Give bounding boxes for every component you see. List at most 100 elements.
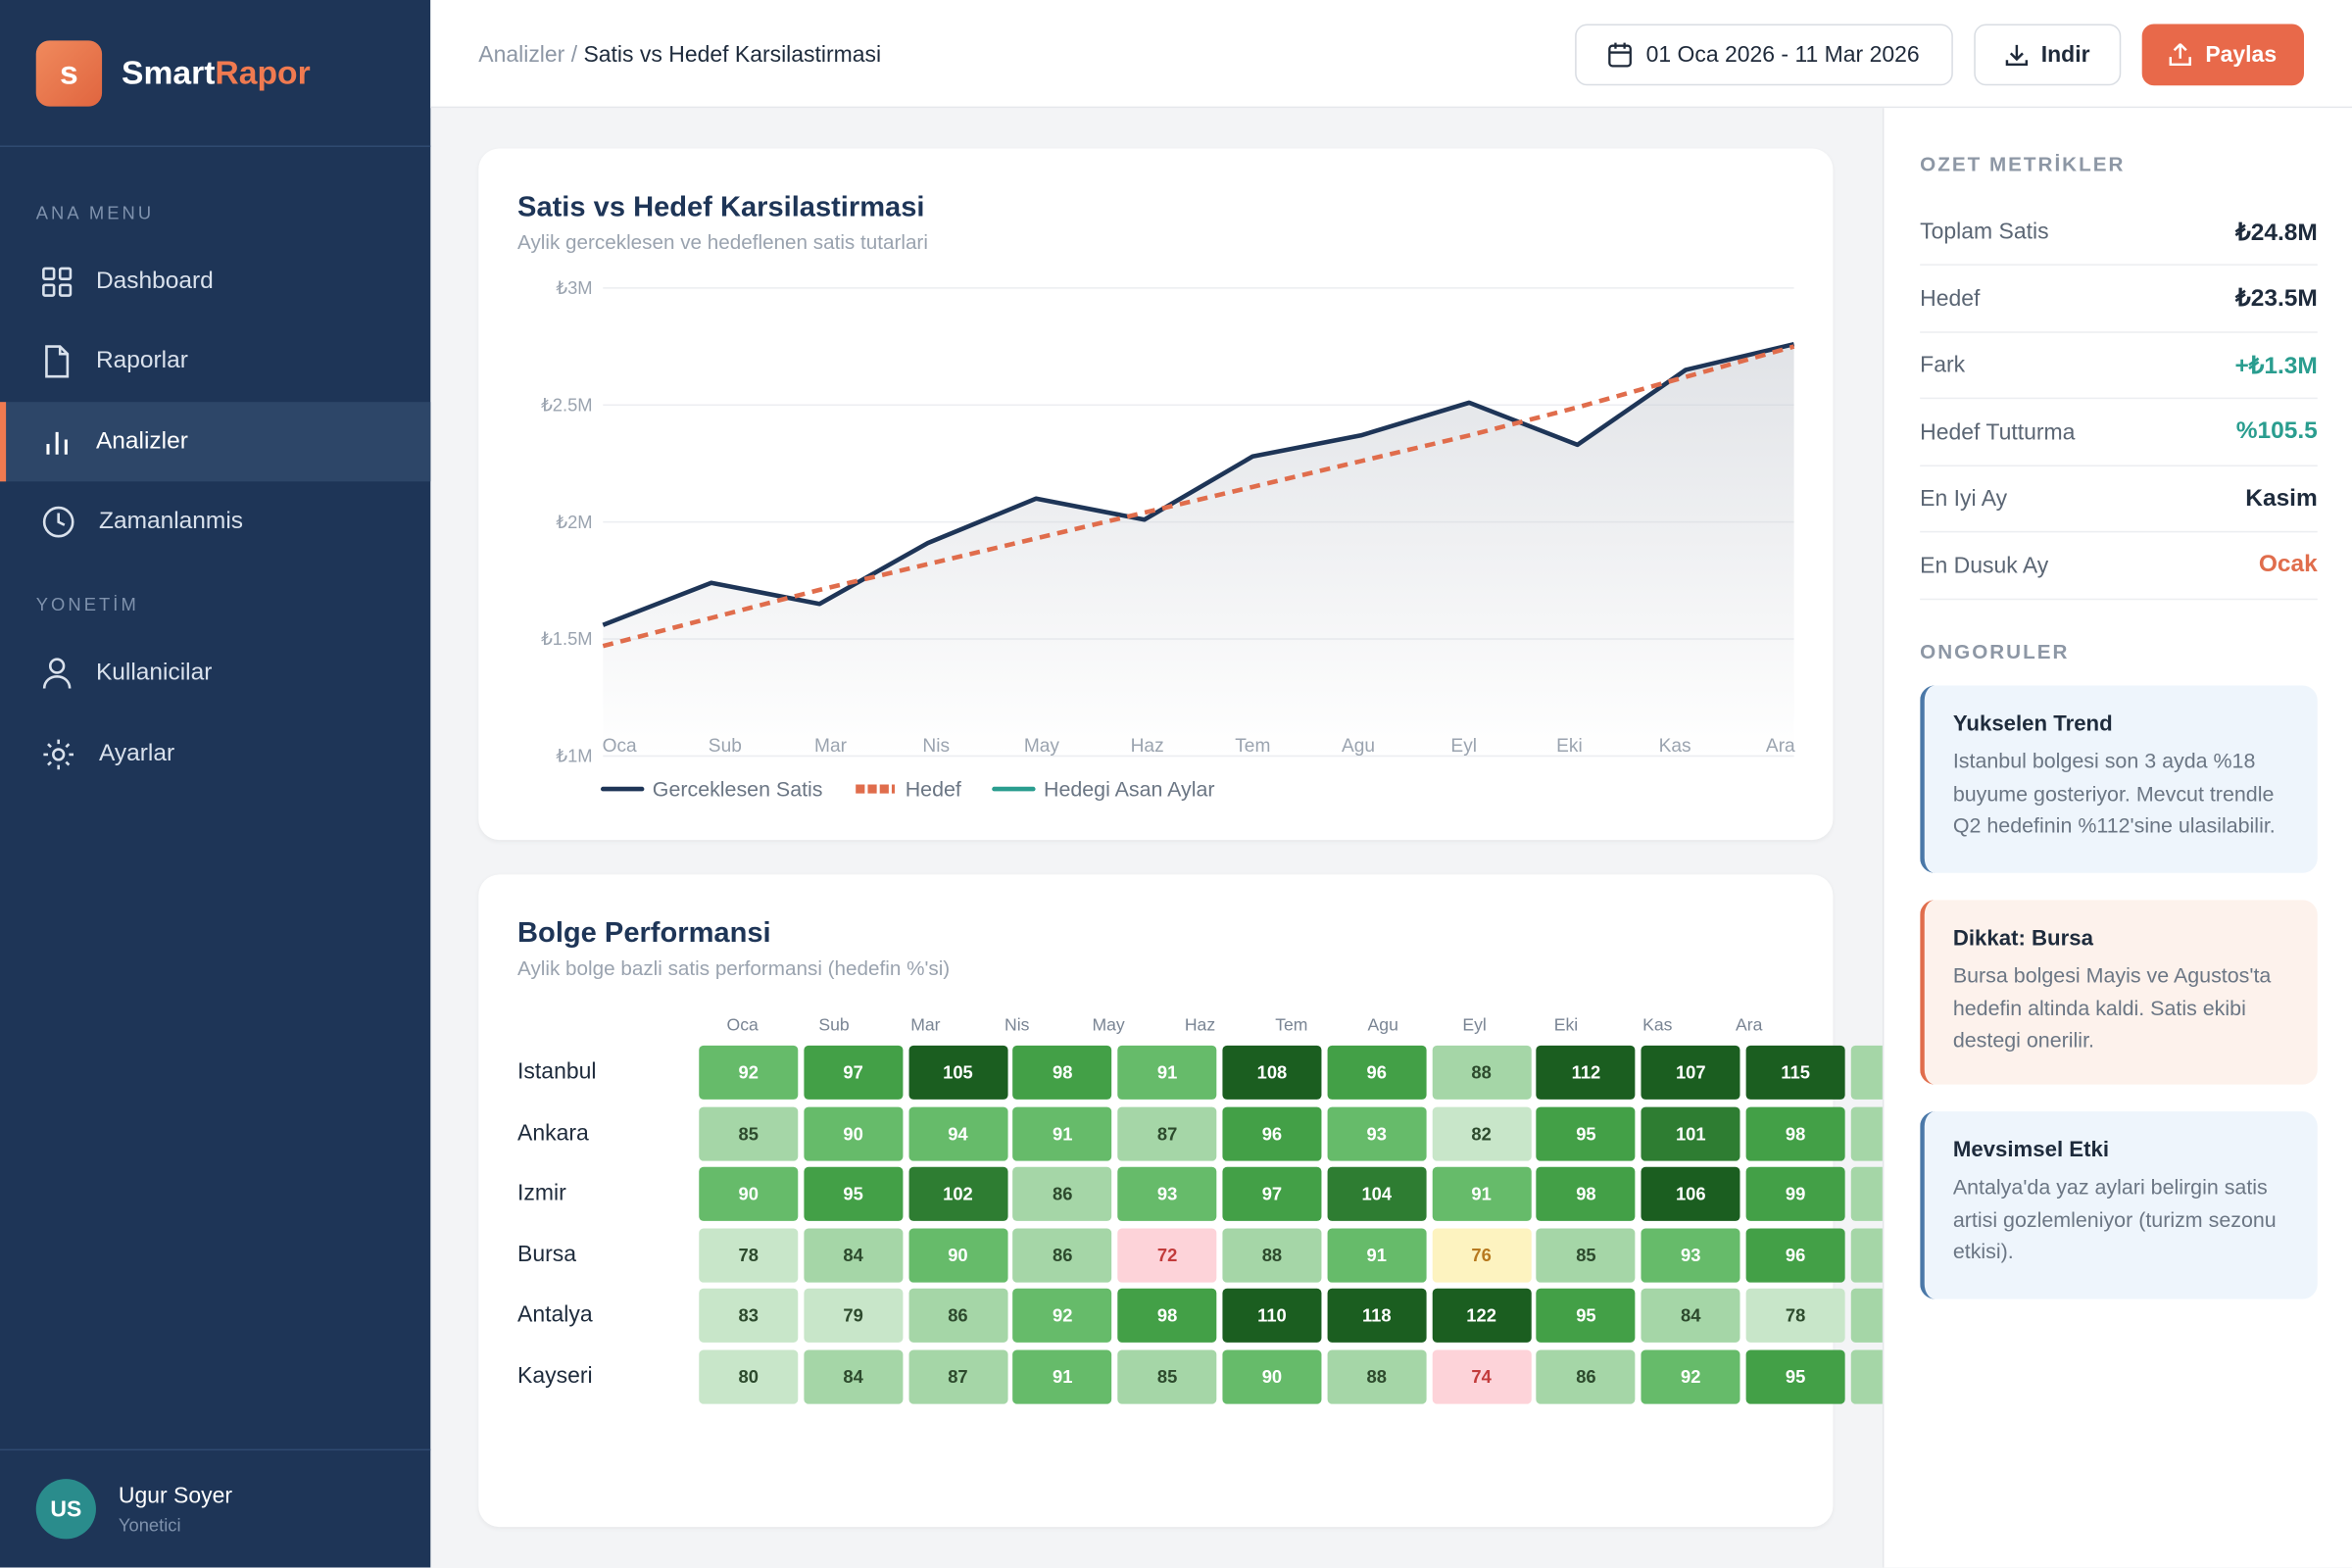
heatmap-cell: 92: [699, 1045, 799, 1100]
y-tick-label: ₺1.5M: [541, 628, 593, 649]
heatmap-cell: 105: [907, 1045, 1007, 1100]
metric-label: Fark: [1920, 352, 1966, 378]
download-label: Indir: [2040, 41, 2090, 68]
insight-text: Bursa bolgesi Mayis ve Agustos'ta hedefi…: [1952, 962, 2272, 1052]
y-tick-label: ₺3M: [556, 277, 592, 298]
heatmap-cell: 91: [1117, 1045, 1217, 1100]
metric-row: En Dusuk Ay Ocak: [1920, 533, 2318, 600]
download-button[interactable]: Indir: [1974, 24, 2122, 86]
heatmap-cell: 91: [1327, 1228, 1427, 1283]
menu-item[interactable]: Raporlar: [0, 321, 430, 401]
heatmap-cell: 72: [1117, 1228, 1217, 1283]
menu-label: Raporlar: [95, 347, 188, 373]
heatmap-cell: 93: [1327, 1105, 1427, 1161]
heatmap-cell: 86: [1012, 1167, 1112, 1222]
heatmap-cell: 90: [1222, 1349, 1322, 1404]
insight-card: Mevsimsel Etki Antalya'da yaz aylari beli…: [1920, 1111, 2318, 1299]
heatmap-cell: 108: [1222, 1045, 1322, 1100]
heatmap-cell: 85: [1536, 1228, 1636, 1283]
menu-item[interactable]: Ayarlar: [0, 714, 430, 794]
heatmap-cell: 79: [804, 1289, 904, 1344]
heatmap-cell: 86: [1536, 1349, 1636, 1404]
heatmap-cell: 88: [1327, 1349, 1427, 1404]
sidebar: s SmartRapor ANA MENU Dashboard Raporlar…: [0, 0, 431, 1568]
heatmap-cell: 78: [699, 1228, 799, 1283]
heatmap-cell: 80: [699, 1349, 799, 1404]
heatmap-column-label: Oca: [726, 1016, 759, 1036]
heatmap-column-label: Sub: [818, 1016, 850, 1036]
heatmap-cell: 97: [1222, 1167, 1322, 1222]
insight-title: Mevsimsel Etki: [1952, 1138, 2109, 1163]
brand-a: Smart: [121, 54, 216, 92]
heatmap-cell: 102: [907, 1167, 1007, 1222]
topbar: Analizler / Satis vs Hedef Karsilastirma…: [430, 0, 2352, 109]
heatmap-cell: 93: [1117, 1167, 1217, 1222]
heatmap-cell: 118: [1327, 1289, 1427, 1344]
metric-row: Fark +₺1.3M: [1920, 333, 2318, 400]
heatmap-cell: 76: [1432, 1228, 1532, 1283]
heatmap-title: Bolge Performansi: [517, 917, 771, 950]
right-panel: OZET METRİKLER ONGORULER Toplam Satis ₺24…: [1882, 108, 2352, 1568]
heatmap-cell: 86: [1012, 1228, 1112, 1283]
heatmap-column-label: Tem: [1275, 1016, 1308, 1036]
heatmap-column-label: Ara: [1735, 1016, 1763, 1036]
summary-title: OZET METRİKLER: [1920, 153, 2126, 176]
heatmap-cell: 122: [1432, 1289, 1532, 1344]
icon: [42, 266, 73, 297]
share-button[interactable]: Paylas: [2141, 24, 2305, 86]
heatmap-cell: 91: [1012, 1349, 1112, 1404]
date-range-button[interactable]: 01 Oca 2026 - 11 Mar 2026: [1575, 24, 1953, 86]
heatmap-column-label: Nis: [1004, 1016, 1030, 1036]
heatmap-cell: 98: [1117, 1289, 1217, 1344]
series-line: [602, 341, 1795, 627]
area: [603, 344, 1794, 757]
heatmap-cell: 95: [804, 1167, 904, 1222]
heatmap-cell: 90: [907, 1228, 1007, 1283]
heatmap-cell: 99: [1745, 1167, 1845, 1222]
legend-label: Gerceklesen Satis: [653, 778, 823, 802]
heatmap-cell: 74: [1432, 1349, 1532, 1404]
menu-item[interactable]: Kullanicilar: [0, 633, 430, 712]
heatmap-column-label: Kas: [1642, 1016, 1673, 1036]
metric-row: Hedef ₺23.5M: [1920, 267, 2318, 333]
heatmap-cell: 95: [1536, 1289, 1636, 1344]
heatmap-cell: 84: [804, 1228, 904, 1283]
heatmap-cell: 93: [1641, 1228, 1740, 1283]
insight-text: Istanbul bolgesi son 3 ayda %18 buyume g…: [1952, 748, 2276, 838]
heatmap-cell: 98: [1745, 1105, 1845, 1161]
breadcrumb-parent[interactable]: Analizler: [478, 41, 565, 68]
logo: s: [35, 40, 103, 107]
heatmap-cell: 90: [699, 1167, 799, 1222]
heatmap-row-label: Izmir: [517, 1180, 566, 1206]
heatmap-cell: 110: [1222, 1289, 1322, 1344]
heatmap-cell: 98: [1012, 1045, 1112, 1100]
icon: [42, 506, 74, 537]
icon: [1608, 42, 1633, 68]
brand-b: Rapor: [215, 54, 311, 92]
metric-value: Ocak: [2258, 552, 2318, 578]
menu-item[interactable]: Analizler: [0, 402, 431, 482]
icon: [2169, 43, 2192, 67]
heatmap-cell: 87: [907, 1349, 1007, 1404]
heatmap-cell: 90: [804, 1105, 904, 1161]
breadcrumb-current: Satis vs Hedef Karsilastirmasi: [583, 41, 882, 68]
heatmap-cell: 96: [1745, 1228, 1845, 1283]
heatmap-subtitle: Aylik bolge bazli satis performansi (hed…: [517, 956, 951, 980]
menu-item[interactable]: Dashboard: [0, 241, 430, 320]
heatmap-cell: 86: [907, 1289, 1007, 1344]
share-label: Paylas: [2205, 41, 2278, 68]
heatmap-column-label: May: [1092, 1016, 1125, 1036]
chart-card: Satis vs Hedef Karsilastirmasi Aylik ger…: [478, 148, 1834, 841]
insights-title: ONGORULER: [1920, 640, 2070, 663]
menu-label: Dashboard: [95, 268, 214, 294]
avatar: US: [35, 1479, 96, 1540]
divider: [0, 1448, 431, 1451]
menu-label: Ayarlar: [99, 740, 175, 766]
brand: SmartRapor: [122, 54, 311, 93]
heatmap-column-label: Haz: [1184, 1016, 1216, 1036]
menu-item[interactable]: Zamanlanmis: [0, 481, 430, 561]
heatmap-cell: 88: [1432, 1045, 1532, 1100]
heatmap-cell: 96: [1222, 1105, 1322, 1161]
